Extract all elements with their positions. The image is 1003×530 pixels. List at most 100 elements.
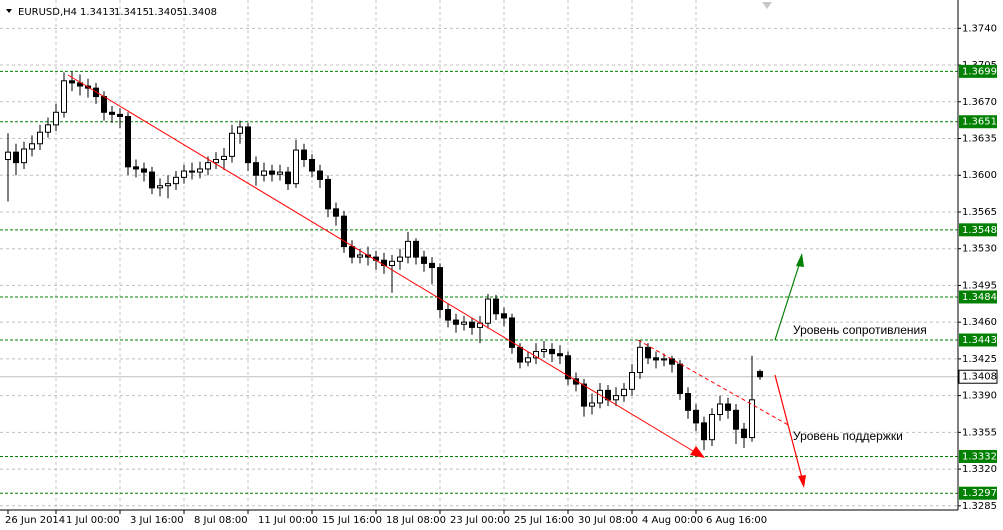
candle-body	[269, 170, 275, 175]
arrow-head	[796, 253, 804, 267]
x-tick-label: 25 Jul 16:00	[514, 515, 574, 526]
level-box	[959, 223, 997, 237]
candle-body	[237, 126, 243, 134]
candle-body	[469, 321, 475, 328]
level-box	[959, 333, 997, 347]
x-tick-label: 18 Jul 08:00	[386, 515, 446, 526]
x-tick-label: 26 Jun 2014	[5, 515, 65, 526]
y-tick-label: 1.3320	[962, 464, 997, 475]
candle-body	[133, 166, 139, 170]
candle-body	[685, 393, 691, 411]
level-label: 1.3548	[962, 225, 997, 236]
candle-body	[261, 170, 267, 176]
candle-body	[21, 148, 27, 164]
level-label: 1.3699	[962, 66, 997, 77]
candle-body	[13, 151, 19, 164]
price-axis: 1.37401.37051.36701.36351.36001.35651.35…	[5, 23, 998, 526]
candle-body	[301, 149, 307, 161]
candle-body	[141, 168, 147, 173]
level-box	[959, 115, 997, 129]
candle-body	[109, 111, 115, 115]
candle-body	[501, 313, 507, 319]
candle-body	[421, 256, 427, 264]
candle-body	[589, 402, 595, 407]
candle-body	[549, 348, 555, 355]
candle-body	[397, 256, 403, 262]
candle-body	[733, 409, 739, 430]
candle-body	[757, 370, 763, 378]
x-tick-label: 4 Aug 00:00	[642, 515, 703, 526]
candle-body	[101, 96, 107, 113]
price-box	[958, 369, 998, 384]
y-tick-label: 1.3565	[962, 207, 997, 218]
y-tick-label: 1.3425	[962, 354, 997, 365]
trend-line-dashed	[637, 339, 791, 427]
level-box	[959, 449, 997, 463]
ohlc-high: 1.3415	[114, 7, 149, 18]
candle-body	[445, 309, 451, 321]
candle-body	[69, 80, 75, 84]
x-tick-label: 1 Jul 00:00	[66, 515, 120, 526]
candle-body	[613, 395, 619, 401]
y-tick-label: 1.3635	[962, 134, 997, 145]
candle-body	[709, 414, 715, 441]
ohlc-low: 1.3405	[148, 7, 183, 18]
candle-body	[485, 298, 491, 324]
annotation: Уровень поддержки	[793, 429, 903, 443]
candle-body	[125, 115, 131, 168]
y-tick-label: 1.3390	[962, 391, 997, 402]
candle-body	[429, 262, 435, 269]
candle-body	[117, 113, 123, 117]
candle-body	[405, 240, 411, 258]
candle-body	[509, 317, 515, 348]
candle-body	[173, 176, 179, 185]
candle-body	[61, 80, 67, 113]
candle-body	[725, 403, 731, 411]
candle-body	[573, 378, 579, 385]
candle-body	[389, 260, 395, 266]
candle-body	[325, 178, 331, 210]
candle-body	[557, 353, 563, 357]
levels	[0, 70, 958, 494]
candle-body	[181, 170, 187, 178]
annotation: Уровень сопротивления	[793, 323, 927, 337]
candle-body	[37, 131, 43, 145]
candle-body	[245, 126, 251, 164]
candle-body	[341, 215, 347, 248]
candle-body	[493, 298, 499, 315]
trend-line	[67, 74, 704, 458]
y-tick-label: 1.3530	[962, 244, 997, 255]
candle-body	[541, 348, 547, 353]
y-tick-label: 1.3460	[962, 317, 997, 328]
candle-body	[645, 346, 651, 359]
level-label: 1.3443	[962, 335, 997, 346]
level-box	[959, 64, 997, 78]
candle-body	[413, 240, 419, 258]
candle-body	[205, 162, 211, 170]
y-tick-label: 1.3355	[962, 427, 997, 438]
candle-body	[741, 428, 747, 439]
menu-triangle[interactable]	[6, 9, 12, 13]
x-tick-label: 6 Aug 16:00	[706, 515, 767, 526]
candle-body	[669, 358, 675, 365]
candle-body	[565, 355, 571, 380]
candle-body	[749, 399, 755, 439]
y-tick-label: 1.3670	[962, 97, 997, 108]
arrow-down	[774, 374, 803, 479]
candle-body	[29, 143, 35, 150]
level-box	[959, 290, 997, 304]
candle-body	[277, 171, 283, 175]
candle-body	[149, 171, 155, 189]
candle-body	[693, 409, 699, 424]
level-label: 1.3332	[962, 451, 997, 462]
y-tick-label: 1.3740	[962, 23, 997, 34]
level-label: 1.3484	[962, 292, 997, 303]
drawings: Уровень сопротивления Уровень поддержки	[67, 74, 927, 488]
candle-body	[213, 159, 219, 164]
candle-body	[293, 149, 299, 185]
candle-body	[661, 358, 667, 361]
candle-body	[629, 372, 635, 390]
candle-body	[581, 383, 587, 407]
